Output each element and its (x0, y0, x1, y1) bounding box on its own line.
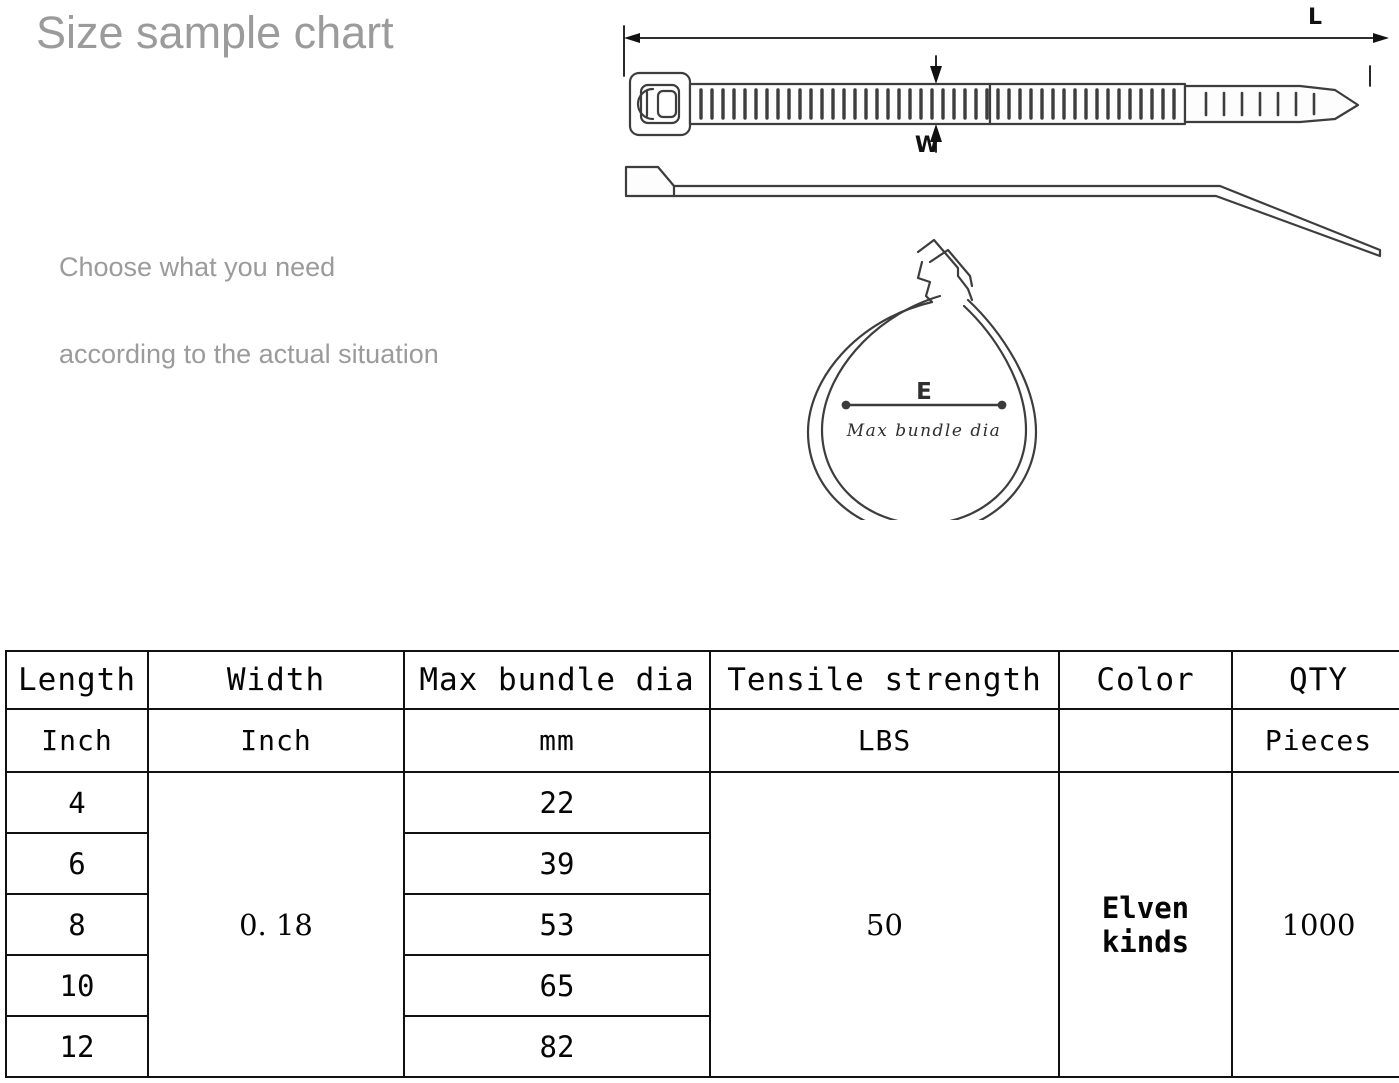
cell-qty-merged: 1000 (1231, 771, 1399, 1078)
size-table: Length Width Max bundle dia Tensile stre… (5, 650, 1399, 1078)
cell-length-4: 10 (5, 954, 149, 1017)
units-max-bundle-dia: mm (403, 708, 711, 773)
cable-tie-diagram: L W E Max bundle dia (623, 5, 1389, 520)
width-dimension-label: W (915, 133, 939, 158)
header-width: Width (147, 650, 405, 710)
cell-dia-1: 22 (403, 771, 711, 834)
cell-length-2: 6 (5, 832, 149, 895)
cell-length-5: 12 (5, 1015, 149, 1078)
header-tensile-strength: Tensile strength (709, 650, 1060, 710)
cell-length-1: 4 (5, 771, 149, 834)
header-color: Color (1058, 650, 1233, 710)
cell-dia-5: 82 (403, 1015, 711, 1078)
units-width: Inch (147, 708, 405, 773)
page-title: Size sample chart (36, 7, 394, 58)
header-qty: QTY (1231, 650, 1399, 710)
note-line-2: according to the actual situation (59, 339, 439, 369)
cell-dia-3: 53 (403, 893, 711, 956)
table-header-row: Length Width Max bundle dia Tensile stre… (5, 650, 1399, 710)
table-row: 10 65 (5, 954, 1399, 1017)
header-length: Length (5, 650, 149, 710)
cell-color-merged: Elven kinds (1058, 771, 1233, 1078)
table-row: 8 53 (5, 893, 1399, 956)
cell-length-3: 8 (5, 893, 149, 956)
table-row: 4 0. 18 22 50 Elven kinds 1000 (5, 771, 1399, 1078)
bundle-dimension-caption: Max bundle dia (846, 421, 1002, 441)
cell-tensile-merged: 50 (709, 771, 1060, 1078)
units-color (1058, 708, 1233, 773)
table-units-row: Inch Inch mm LBS Pieces (5, 708, 1399, 773)
units-qty: Pieces (1231, 708, 1399, 773)
length-dimension-label: L (1308, 5, 1322, 30)
cell-dia-4: 65 (403, 954, 711, 1017)
header-max-bundle-dia: Max bundle dia (403, 650, 711, 710)
bundle-dimension-label: E (916, 379, 932, 405)
units-length: Inch (5, 708, 149, 773)
table-row: 12 82 (5, 1015, 1399, 1078)
table-row: 6 39 (5, 832, 1399, 895)
cell-width-merged: 0. 18 (147, 771, 405, 1078)
units-tensile-strength: LBS (709, 708, 1060, 773)
note-line-1: Choose what you need (59, 252, 336, 282)
cell-dia-2: 39 (403, 832, 711, 895)
